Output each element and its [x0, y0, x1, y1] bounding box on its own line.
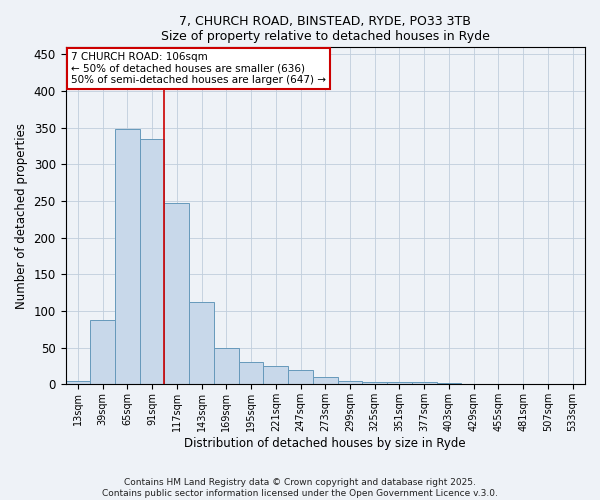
Bar — [288, 370, 313, 384]
Bar — [164, 203, 189, 384]
Bar — [140, 138, 164, 384]
Bar — [115, 129, 140, 384]
X-axis label: Distribution of detached houses by size in Ryde: Distribution of detached houses by size … — [184, 437, 466, 450]
Bar — [313, 377, 338, 384]
Bar — [387, 382, 412, 384]
Bar — [437, 383, 461, 384]
Bar — [412, 382, 437, 384]
Bar — [189, 302, 214, 384]
Bar — [362, 382, 387, 384]
Text: Contains HM Land Registry data © Crown copyright and database right 2025.
Contai: Contains HM Land Registry data © Crown c… — [102, 478, 498, 498]
Bar — [239, 362, 263, 384]
Bar — [338, 382, 362, 384]
Title: 7, CHURCH ROAD, BINSTEAD, RYDE, PO33 3TB
Size of property relative to detached h: 7, CHURCH ROAD, BINSTEAD, RYDE, PO33 3TB… — [161, 15, 490, 43]
Bar — [214, 348, 239, 384]
Y-axis label: Number of detached properties: Number of detached properties — [15, 122, 28, 308]
Bar — [65, 381, 90, 384]
Text: 7 CHURCH ROAD: 106sqm
← 50% of detached houses are smaller (636)
50% of semi-det: 7 CHURCH ROAD: 106sqm ← 50% of detached … — [71, 52, 326, 85]
Bar — [263, 366, 288, 384]
Bar — [90, 320, 115, 384]
